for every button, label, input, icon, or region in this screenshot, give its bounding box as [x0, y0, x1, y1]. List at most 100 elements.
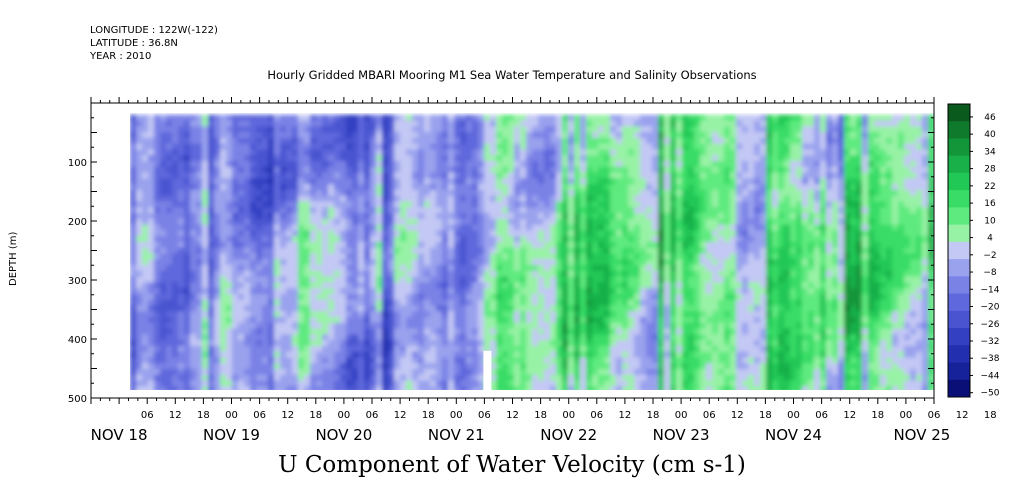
heatmap-cell: [286, 265, 293, 272]
heatmap-cell: [286, 334, 293, 341]
heatmap-cell: [604, 374, 611, 382]
heatmap-cell: [460, 311, 467, 318]
heatmap-cell: [658, 253, 665, 261]
heatmap-cell: [166, 143, 173, 151]
heatmap-cell: [262, 218, 269, 226]
heatmap-cell: [136, 317, 143, 324]
heatmap-cell: [394, 218, 401, 226]
heatmap-cell: [604, 201, 611, 209]
heatmap-cell: [310, 178, 317, 185]
heatmap-cell: [706, 311, 713, 318]
heatmap-cell: [664, 299, 671, 307]
heatmap-cell: [340, 311, 347, 318]
heatmap-cell: [586, 317, 593, 324]
heatmap-cell: [538, 276, 545, 284]
heatmap-cell: [316, 288, 323, 295]
heatmap-cell: [442, 305, 449, 313]
heatmap-cell: [610, 363, 617, 370]
heatmap-cell: [316, 259, 323, 266]
heatmap-cell: [262, 357, 269, 365]
heatmap-cell: [358, 368, 365, 376]
heatmap-cell: [718, 288, 725, 295]
heatmap-cell: [376, 155, 383, 162]
heatmap-cell: [142, 374, 149, 382]
heatmap-cell: [520, 241, 527, 249]
heatmap-cell: [352, 345, 359, 353]
heatmap-cell: [502, 282, 509, 289]
heatmap-cell: [502, 334, 509, 341]
heatmap-cell: [688, 120, 695, 128]
heatmap-cell: [172, 120, 179, 128]
heatmap-cell: [688, 345, 695, 353]
heatmap-cell: [292, 166, 299, 174]
heatmap-cell: [178, 155, 185, 162]
heatmap-cell: [226, 270, 233, 278]
heatmap-cell: [724, 137, 731, 145]
heatmap-cell: [664, 282, 671, 289]
heatmap-cell: [388, 241, 395, 249]
heatmap-cell: [196, 282, 203, 289]
heatmap-cell: [322, 259, 329, 266]
heatmap-cell: [346, 178, 353, 185]
heatmap-cell: [310, 172, 317, 180]
heatmap-cell: [130, 253, 137, 261]
heatmap-cell: [178, 195, 185, 203]
heatmap-cell: [628, 172, 635, 180]
heatmap-cell: [328, 299, 335, 307]
heatmap-cell: [610, 155, 617, 162]
heatmap-cell: [172, 317, 179, 324]
heatmap-cell: [142, 189, 149, 197]
heatmap-cell: [394, 351, 401, 359]
heatmap-cell: [574, 120, 581, 128]
heatmap-cell: [664, 143, 671, 151]
heatmap-cell: [454, 155, 461, 162]
heatmap-cell: [424, 311, 431, 318]
heatmap-cell: [538, 386, 545, 390]
heatmap-cell: [130, 195, 137, 203]
heatmap-cell: [730, 247, 737, 255]
heatmap-cell: [256, 282, 263, 289]
heatmap-cell: [712, 363, 719, 370]
heatmap-cell: [604, 137, 611, 145]
heatmap-cell: [706, 155, 713, 162]
heatmap-cell: [238, 328, 245, 336]
heatmap-cell: [598, 317, 605, 324]
heatmap-cell: [340, 270, 347, 278]
heatmap-cell: [346, 322, 353, 330]
heatmap-cell: [364, 195, 371, 203]
heatmap-cell: [400, 184, 407, 191]
heatmap-cell: [358, 265, 365, 272]
heatmap-cell: [652, 351, 659, 359]
heatmap-cell: [262, 282, 269, 289]
heatmap-cell: [160, 149, 167, 157]
heatmap-cell: [436, 114, 443, 122]
heatmap-cell: [220, 357, 227, 365]
heatmap-cell: [526, 282, 533, 289]
heatmap-cell: [502, 224, 509, 232]
heatmap-cell: [154, 293, 161, 301]
heatmap-cell: [622, 374, 629, 382]
heatmap-cell: [712, 253, 719, 261]
heatmap-cell: [406, 178, 413, 185]
heatmap-cell: [730, 386, 737, 390]
heatmap-cell: [436, 155, 443, 162]
heatmap-cell: [322, 386, 329, 390]
heatmap-cell: [406, 293, 413, 301]
heatmap-cell: [376, 184, 383, 191]
heatmap-cell: [400, 120, 407, 128]
heatmap-cell: [580, 114, 587, 122]
heatmap-cell: [244, 340, 251, 347]
heatmap-cell: [454, 270, 461, 278]
heatmap-cell: [364, 114, 371, 122]
heatmap-cell: [154, 184, 161, 191]
heatmap-cell: [460, 259, 467, 266]
heatmap-cell: [538, 270, 545, 278]
heatmap-cell: [214, 357, 221, 365]
heatmap-cell: [454, 161, 461, 168]
heatmap-cell: [466, 120, 473, 128]
heatmap-cell: [268, 317, 275, 324]
heatmap-cell: [556, 236, 563, 243]
heatmap-cell: [496, 218, 503, 226]
heatmap-cell: [160, 380, 167, 388]
heatmap-cell: [190, 137, 197, 145]
